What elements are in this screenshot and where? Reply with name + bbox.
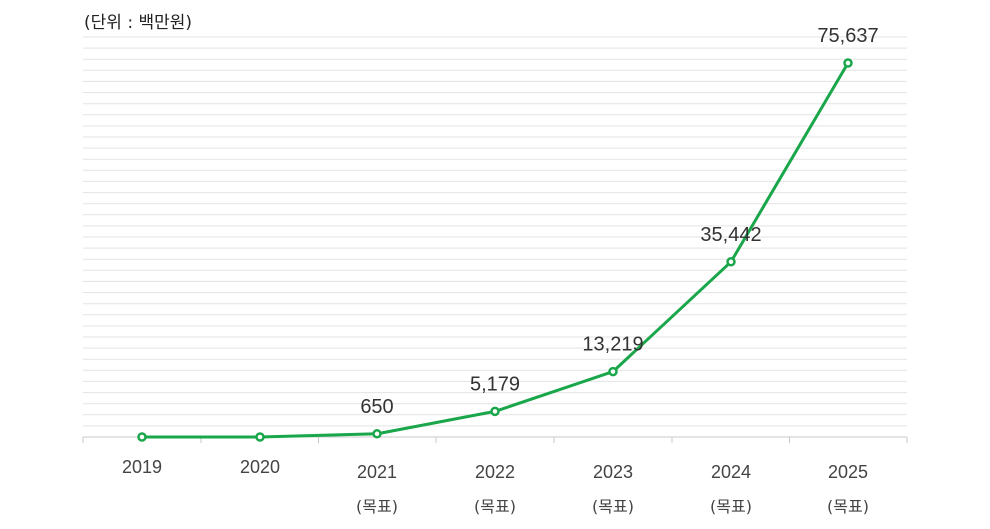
data-point [843,58,853,68]
data-labels: 650 5,179 13,219 35,442 75,637 [360,25,878,418]
x-tick-label: 2019 [122,457,162,477]
x-tick-label: 2025 [828,462,868,482]
data-label: 75,637 [817,25,878,47]
data-label: 5,179 [470,373,520,395]
data-label: 35,442 [700,224,761,246]
x-tick-sublabel: (목표) [710,497,752,516]
x-tick-label: 2022 [475,462,515,482]
grid-lines [83,36,907,427]
x-tick-label: 2024 [711,462,751,482]
data-point [255,432,265,442]
data-point [726,257,736,267]
data-point [137,432,147,442]
data-point [372,429,382,439]
data-points [137,58,853,442]
x-tick-sublabel: (목표) [827,497,869,516]
x-tick-sublabel: (목표) [356,497,398,516]
x-tick-label: 2021 [357,462,397,482]
x-tick-sublabel: (목표) [474,497,516,516]
x-axis-ticks [82,437,908,443]
unit-label: (단위 : 백만원) [84,13,192,33]
data-point [608,366,618,377]
x-tick-sublabel: (목표) [592,497,634,516]
data-point [490,406,500,417]
data-label: 650 [360,396,393,418]
x-tick-label: 2020 [240,457,280,477]
data-label: 13,219 [582,334,643,356]
x-tick-label: 2023 [593,462,633,482]
x-axis-labels: 2019 2020 2021 (목표) 2022 (목표) 2023 (목표) 2024 (목표)… [122,457,869,516]
